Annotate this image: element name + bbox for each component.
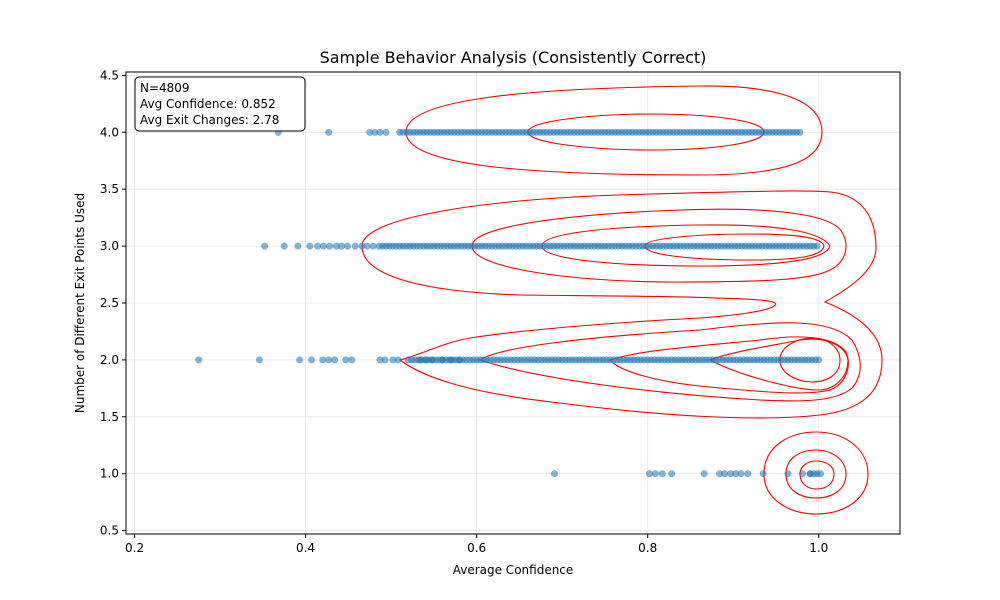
stats-annotation: N=4809 Avg Confidence: 0.852 Avg Exit Ch… [134,76,306,132]
density-contour [478,322,861,402]
scatter-point [255,356,263,364]
x-tick-label: 0.8 [638,541,657,555]
y-tick-label: 1.5 [100,410,119,424]
y-tick-label: 4.0 [100,125,119,139]
x-axis-title: Average Confidence [453,563,574,577]
scatter-point [344,242,351,250]
scatter-point [376,128,384,136]
scatter-point [369,242,377,250]
chart-title: Sample Behavior Analysis (Consistently C… [320,48,707,67]
density-contour [405,85,823,176]
scatter-point [737,470,745,478]
scatter-point [721,470,729,478]
scatter-point [320,242,328,250]
scatter-point [308,356,316,364]
y-axis-ticks: 0.5 1.0 1.5 2.0 2.5 3.0 3.5 4.0 4.5 [100,68,126,538]
y-tick-label: 2.5 [100,296,119,310]
scatter-point [668,470,676,478]
y-tick-label: 2.0 [100,353,119,367]
x-tick-label: 0.6 [467,541,486,555]
scatter-point [314,242,322,250]
scatter-point [331,356,339,364]
stats-annotation-box [134,76,306,132]
scatter-points [195,128,824,478]
density-contour [799,460,835,490]
scatter-point [817,470,824,478]
scatter-point [759,470,767,478]
scatter-point [342,356,350,364]
density-contour [541,224,831,267]
density-contour [779,337,841,383]
x-tick-label: 0.4 [296,541,315,555]
y-axis-title: Number of Different Exit Points Used [73,193,87,413]
scatter-point [799,470,806,478]
density-contour [785,449,847,499]
scatter-point [651,470,659,478]
density-contour [471,208,847,283]
scatter-point [744,470,752,478]
scatter-point [261,242,269,250]
scatter-point [382,128,390,136]
y-tick-label: 0.5 [100,524,119,538]
scatter-point [338,242,345,250]
scatter-point [784,470,792,478]
density-contour [609,336,849,394]
scatter-point [294,242,302,250]
x-tick-label: 0.2 [125,541,144,555]
scatter-point [351,242,359,250]
scatter-point [551,470,558,478]
scatter-point [325,128,333,136]
scatter-point [394,356,402,364]
density-contour [708,338,849,391]
scatter-point [306,242,314,250]
scatter-point [296,356,304,364]
scatter-point [700,470,708,478]
scatter-point [381,356,389,364]
scatter-point [363,242,371,250]
scatter-point [195,356,203,364]
y-tick-label: 1.0 [100,467,119,481]
contour-layer [361,85,883,515]
scatter-point [348,356,356,364]
scatter-point [326,242,333,250]
scatter-point [645,470,653,478]
stats-line-exit-changes: Avg Exit Changes: 2.78 [140,113,279,127]
x-axis-ticks: 0.2 0.4 0.6 0.8 1.0 [125,534,828,555]
scatter-point [280,242,288,250]
density-contour [763,431,869,515]
x-tick-label: 1.0 [809,541,828,555]
scatter-point [319,356,327,364]
density-contour [361,190,883,419]
scatter-point [815,356,823,364]
stats-line-count: N=4809 [140,81,190,95]
y-tick-label: 4.5 [100,68,119,82]
y-tick-label: 3.0 [100,239,119,253]
scatter-point [796,128,804,136]
y-tick-label: 3.5 [100,182,119,196]
density-contour [644,233,825,261]
scatter-point [325,356,333,364]
grid [126,72,900,534]
stats-line-confidence: Avg Confidence: 0.852 [140,97,276,111]
scatter-point [813,242,821,250]
scatter-point [658,470,666,478]
